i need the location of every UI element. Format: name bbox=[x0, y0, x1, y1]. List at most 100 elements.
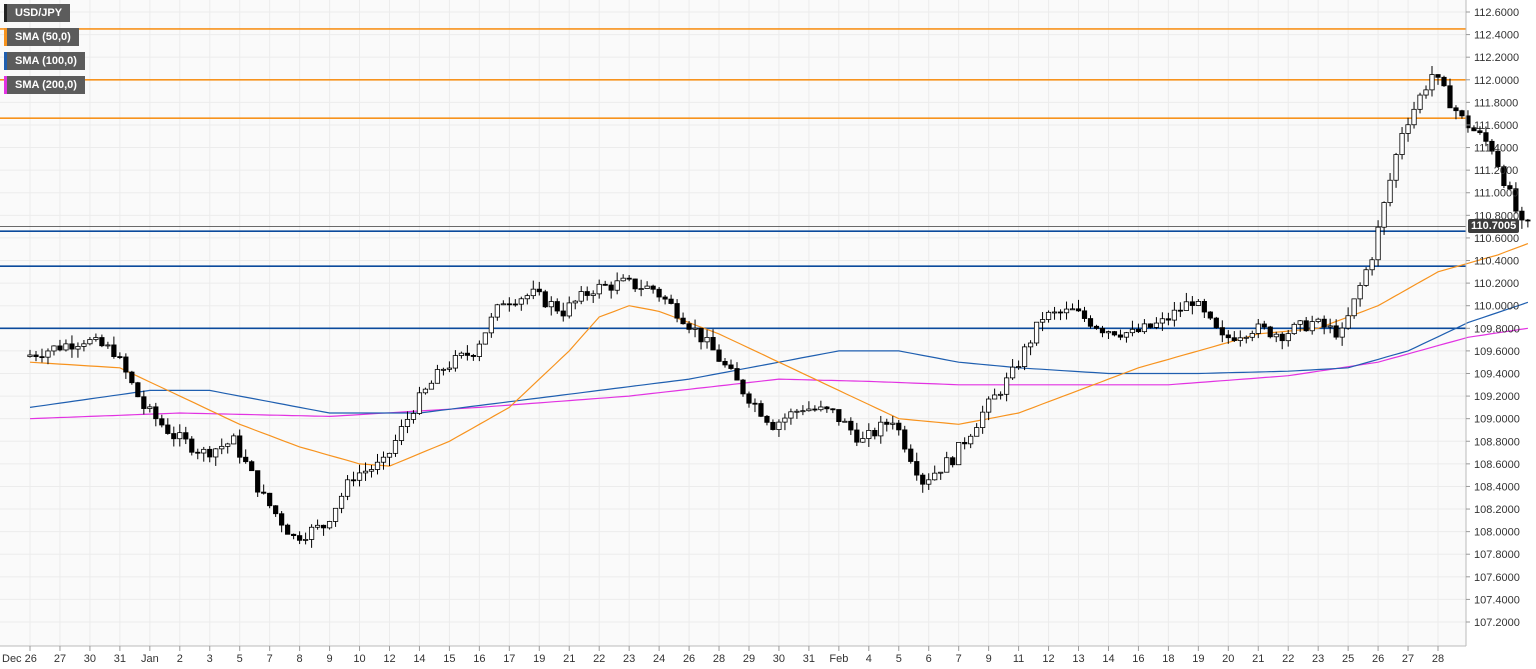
candle-up bbox=[368, 469, 375, 472]
candle-up bbox=[1429, 74, 1435, 91]
y-tick-label: 112.6000 bbox=[1474, 7, 1519, 19]
candle-down bbox=[722, 360, 728, 366]
candle-down bbox=[542, 291, 548, 308]
x-tick-label: 2 bbox=[177, 653, 183, 665]
candle-down bbox=[758, 403, 764, 417]
candle-down bbox=[1459, 110, 1465, 117]
y-tick-label: 107.8000 bbox=[1474, 549, 1520, 561]
legend-sma50[interactable]: SMA (50,0) bbox=[4, 28, 79, 46]
x-tick-label: 26 bbox=[1372, 653, 1384, 665]
candle-up bbox=[1255, 323, 1261, 334]
y-tick-label: 108.0000 bbox=[1474, 527, 1520, 539]
candle-up bbox=[1381, 202, 1387, 228]
candle-up bbox=[1399, 133, 1405, 155]
candle-up bbox=[1243, 336, 1249, 339]
candle-up bbox=[231, 435, 237, 445]
candle-up bbox=[1153, 322, 1159, 328]
legend-swatch bbox=[4, 28, 7, 46]
candle-up bbox=[326, 521, 333, 529]
candle-up bbox=[782, 417, 788, 423]
legend-sma100[interactable]: SMA (100,0) bbox=[4, 52, 85, 70]
candle-up bbox=[177, 432, 183, 440]
candle-up bbox=[956, 442, 962, 466]
candle-down bbox=[1219, 327, 1225, 336]
candle-down bbox=[1501, 166, 1507, 187]
candle-up bbox=[878, 421, 884, 437]
candle-down bbox=[1075, 308, 1082, 312]
candle-down bbox=[99, 337, 105, 347]
candle-up bbox=[458, 352, 464, 356]
candle-up bbox=[1063, 308, 1070, 314]
candle-up bbox=[416, 392, 423, 414]
candle-down bbox=[111, 344, 117, 357]
candle-up bbox=[1027, 342, 1034, 348]
candle-down bbox=[920, 474, 926, 485]
candle-down bbox=[129, 371, 135, 384]
candle-up bbox=[476, 343, 482, 357]
x-tick-label: 12 bbox=[1042, 653, 1054, 665]
candle-up bbox=[1105, 331, 1112, 334]
candle-up bbox=[578, 291, 584, 302]
candle-up bbox=[27, 354, 33, 357]
candle-down bbox=[183, 432, 189, 440]
candle-up bbox=[1123, 332, 1130, 338]
candle-up bbox=[428, 382, 435, 390]
candle-down bbox=[189, 438, 195, 453]
x-tick-label: 25 bbox=[1342, 653, 1354, 665]
candle-down bbox=[207, 448, 213, 458]
y-tick-label: 108.4000 bbox=[1474, 481, 1520, 493]
candle-down bbox=[506, 303, 512, 306]
candle-up bbox=[986, 398, 992, 413]
candle-down bbox=[554, 301, 560, 312]
y-tick-label: 108.2000 bbox=[1474, 504, 1520, 516]
candle-up bbox=[818, 406, 824, 411]
candle-down bbox=[674, 303, 680, 319]
candle-down bbox=[854, 429, 860, 443]
candle-down bbox=[291, 533, 297, 536]
candle-up bbox=[788, 411, 794, 419]
candle-up bbox=[75, 346, 81, 350]
candle-up bbox=[356, 472, 363, 481]
x-tick-label: 9 bbox=[986, 653, 992, 665]
x-tick-label: 14 bbox=[413, 653, 425, 665]
candle-up bbox=[1195, 301, 1201, 306]
candles bbox=[27, 66, 1531, 548]
candle-down bbox=[1519, 210, 1525, 221]
candle-down bbox=[1117, 334, 1124, 338]
candle-down bbox=[1213, 317, 1219, 329]
candle-up bbox=[105, 344, 111, 347]
legend-label: SMA (200,0) bbox=[15, 79, 77, 91]
x-tick-label: 4 bbox=[866, 653, 872, 665]
y-tick-label: 112.4000 bbox=[1474, 30, 1519, 42]
x-tick-label: 16 bbox=[1132, 653, 1144, 665]
legend-swatch bbox=[4, 76, 7, 94]
candle-up bbox=[1309, 321, 1315, 332]
legend-sma200[interactable]: SMA (200,0) bbox=[4, 76, 85, 94]
y-tick-label: 108.6000 bbox=[1474, 459, 1520, 471]
candle-down bbox=[734, 368, 740, 381]
candle-up bbox=[63, 343, 69, 351]
candle-up bbox=[440, 368, 447, 371]
candle-up bbox=[1327, 325, 1333, 328]
candle-up bbox=[944, 457, 950, 473]
y-tick-label: 109.4000 bbox=[1474, 368, 1520, 380]
candle-down bbox=[1441, 76, 1447, 87]
candle-down bbox=[836, 409, 842, 422]
candle-up bbox=[380, 456, 387, 463]
candle-down bbox=[632, 278, 638, 290]
x-tick-label: 22 bbox=[593, 653, 605, 665]
candle-up bbox=[1351, 298, 1357, 317]
candle-up bbox=[1183, 301, 1189, 311]
candle-up bbox=[692, 327, 698, 330]
candle-up bbox=[992, 394, 998, 400]
y-tick-label: 109.2000 bbox=[1474, 391, 1520, 403]
candle-up bbox=[776, 421, 782, 430]
candle-down bbox=[962, 442, 968, 445]
candle-down bbox=[1093, 325, 1100, 329]
candle-down bbox=[650, 285, 656, 290]
candle-down bbox=[261, 491, 267, 494]
candle-up bbox=[1423, 89, 1429, 96]
candle-down bbox=[710, 337, 716, 351]
candle-up bbox=[422, 388, 429, 394]
legend-usdjpy[interactable]: USD/JPY bbox=[4, 4, 71, 22]
